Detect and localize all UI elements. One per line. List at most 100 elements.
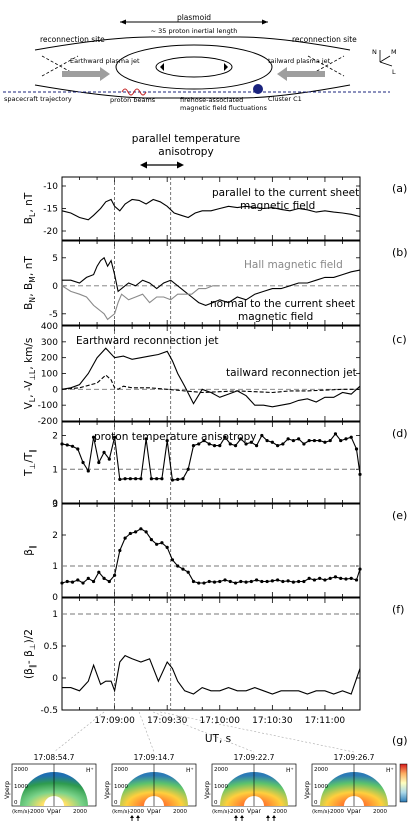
vdf-units: (km/s) [12, 809, 30, 815]
y-tick-label: 100 [41, 370, 58, 380]
time-tick-label: 17:10:30 [252, 716, 293, 726]
panel-f: -0.5 0 0.5 1 (β∥ - β⊥ )/2 (f) [23, 597, 404, 716]
data-point [276, 578, 280, 582]
y-tick-label: 200 [41, 354, 58, 364]
data-point [144, 530, 148, 534]
y-axis-label: BN , BM , nT [23, 256, 37, 310]
annotation-hall: Hall magnetic field [244, 259, 343, 271]
vdf-panel: 17:09:22.7 H⁺ Vperp 2000 1000 0 (km/s)-2000 Vpa… [204, 753, 297, 821]
species-label: H⁺ [286, 767, 294, 774]
data-point [344, 577, 348, 581]
y-tick-label: 5 [52, 254, 58, 264]
beam-arrowhead [240, 815, 244, 818]
left-site-label: reconnection site [40, 35, 105, 44]
data-point [291, 580, 295, 584]
data-point [323, 440, 327, 444]
time-axis: 17:09:00 17:09:30 17:10:00 17:10:30 17:11:00 [94, 716, 345, 726]
data-point [318, 576, 322, 581]
data-point [176, 564, 180, 568]
data-point [339, 438, 343, 443]
y-tick-label: -15 [43, 205, 58, 215]
annotation-tailward: tailward reconnection jet [226, 367, 357, 379]
data-point [323, 578, 327, 582]
loop-arrow-right [224, 63, 228, 71]
data-point [249, 579, 253, 584]
data-point [218, 444, 222, 448]
data-point [81, 460, 85, 465]
beam-arrowhead [130, 815, 134, 818]
vdf-time-label: 17:09:14.7 [134, 753, 175, 762]
annotation: parallel to the current sheet [212, 187, 359, 199]
data-point [354, 578, 359, 582]
right-site-label: reconnection site [292, 35, 357, 44]
data-point [312, 438, 317, 443]
arrowhead-left [120, 19, 126, 25]
y-tick-label: -5 [49, 310, 58, 320]
data-point [123, 477, 127, 481]
data-point [328, 438, 332, 443]
data-point [197, 442, 201, 446]
arrowhead [140, 161, 147, 169]
vdf-xlabel: Vpar [147, 808, 162, 815]
data-point [202, 438, 206, 443]
vdf-units: (km/s) [312, 809, 330, 815]
plot-frame [61, 503, 361, 598]
data-point [144, 437, 148, 441]
annotation: magnetic field [238, 311, 313, 323]
data-point [176, 477, 180, 481]
data-point [260, 579, 264, 584]
data-point [270, 579, 274, 583]
data-point [102, 450, 106, 454]
data-point [165, 545, 169, 550]
arrowhead-right [262, 19, 268, 25]
time-tick-label: 17:09:30 [147, 716, 188, 726]
vdf-tick: 0 [314, 800, 318, 806]
time-tick-label: 17:11:00 [305, 716, 346, 726]
vdf-panel: 17:09:14.7 H⁺ Vperp 2000 1000 0 (km/s)-2000 Vpa… [104, 753, 197, 821]
data-point [233, 581, 238, 585]
time-tick-label: 17:09:00 [94, 716, 135, 726]
vdf-xlabel: Vpar [47, 808, 62, 815]
data-point [97, 460, 101, 465]
data-point [86, 469, 90, 473]
data-point [139, 477, 143, 481]
y-tick-label: -20 [43, 227, 58, 237]
plot-frame [61, 421, 361, 504]
annotation-earthward: Earthward reconnection jet [76, 335, 219, 347]
panel-e: 0 1 2 3 β∥ (e) [23, 500, 407, 603]
data-point [254, 444, 259, 448]
data-point [212, 444, 217, 448]
outer-field-line-top [34, 36, 351, 51]
vdf-tick: -2000 [128, 809, 144, 815]
beam-arrowhead [266, 815, 270, 818]
y-tick-label: 2 [52, 531, 58, 541]
data-point [186, 467, 190, 471]
y-tick-label: 1 [52, 562, 58, 572]
vdf-xlabel: Vpar [347, 808, 362, 815]
axis-m-label: M [391, 48, 397, 56]
data-point [244, 442, 248, 446]
vdf-ylabel: Vperp [204, 781, 211, 799]
series-line-series [62, 654, 361, 695]
panel-c: -200 -100 0 100 200 300 400 VL , -V⊥L , km/s (c)… [23, 322, 407, 427]
beam-arrowhead [136, 815, 140, 818]
data-point [191, 579, 196, 584]
data-point [349, 435, 353, 439]
data-point [218, 579, 222, 584]
data-point [349, 576, 353, 581]
vdf-tick: 2000 [373, 809, 387, 815]
coordinate-triad [379, 50, 393, 67]
series-line-series [61, 432, 361, 481]
data-point [70, 444, 75, 448]
tailward-jet-arrow [277, 67, 325, 81]
data-point [244, 580, 248, 584]
data-point [181, 477, 185, 481]
series-line-bm [61, 285, 220, 321]
data-point [76, 578, 80, 582]
data-point [302, 579, 306, 584]
data-point [207, 442, 211, 446]
data-point [223, 435, 227, 439]
data-point [86, 576, 90, 581]
y-axis-label: (β∥ - β⊥ )/2 [23, 629, 37, 679]
axis-n-label: N [372, 48, 377, 56]
